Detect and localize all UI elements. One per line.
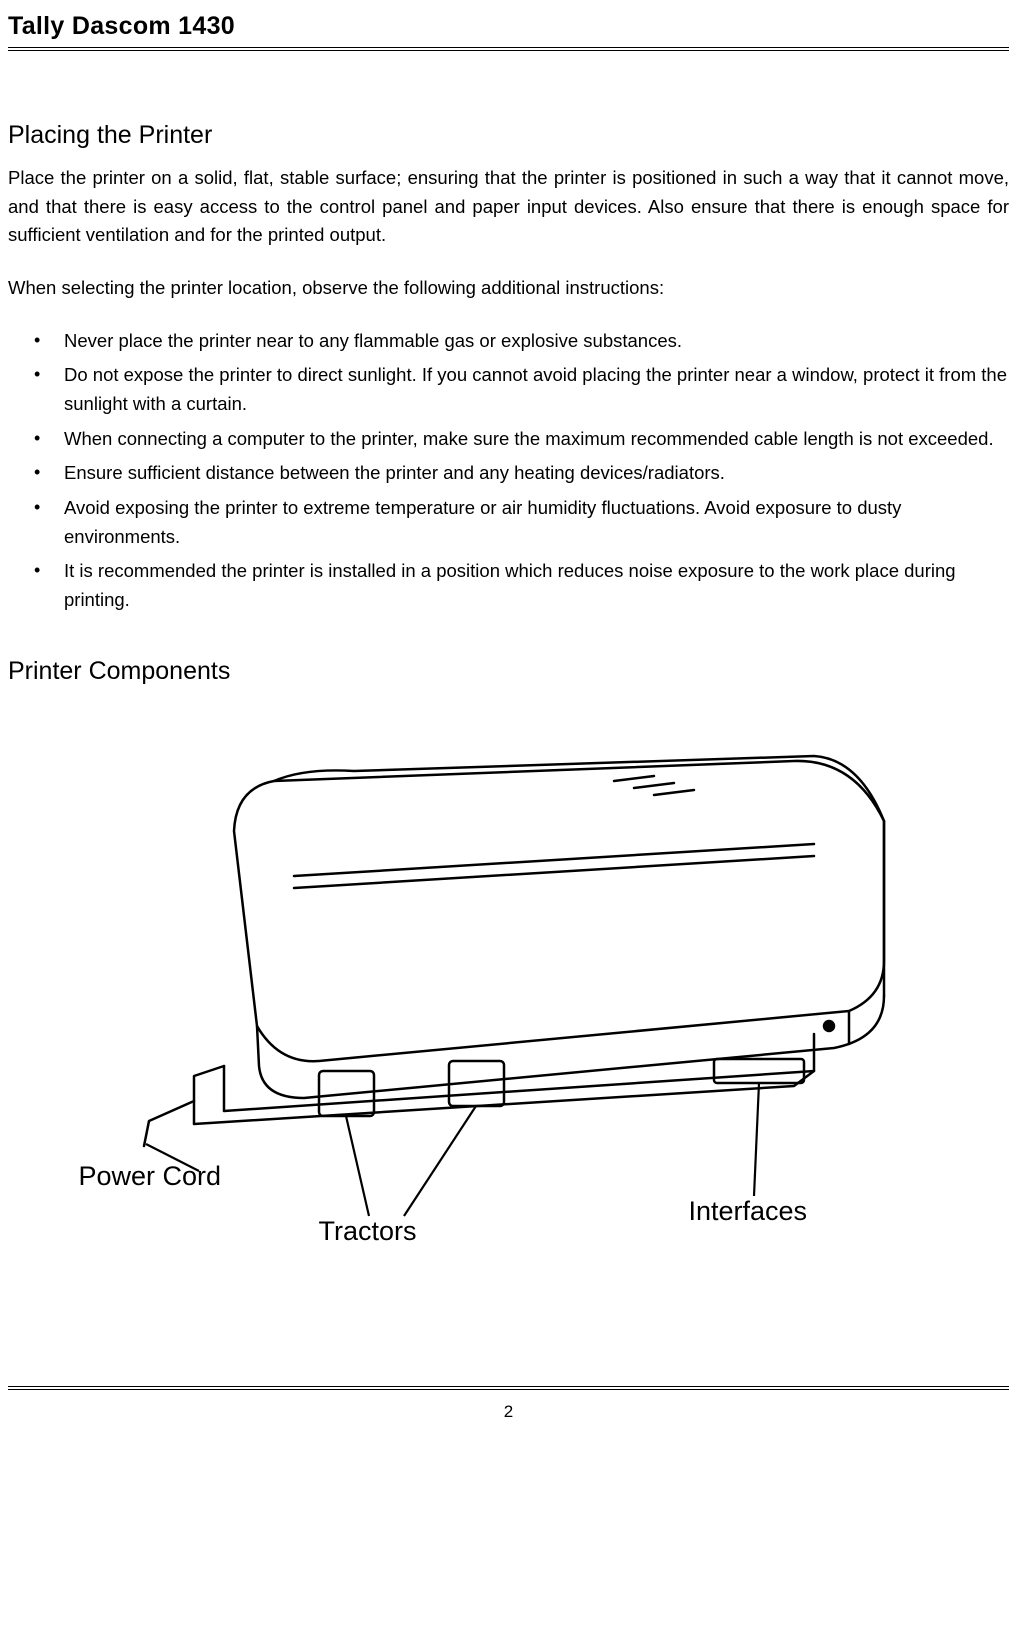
page-number: 2 [8,1390,1009,1422]
list-item: When connecting a computer to the printe… [34,425,1009,454]
placing-intro: When selecting the printer location, obs… [8,274,1009,303]
placing-bullet-list: Never place the printer near to any flam… [8,327,1009,615]
placing-paragraph: Place the printer on a solid, flat, stab… [8,164,1009,250]
label-power-cord: Power Cord [79,1161,222,1192]
list-item: Never place the printer near to any flam… [34,327,1009,356]
page-footer: 2 [8,1386,1009,1422]
page-content: Placing the Printer Place the printer on… [8,51,1009,1256]
list-item: It is recommended the printer is install… [34,557,1009,614]
printer-figure-wrap: Power Cord Tractors Interfaces [8,726,1009,1256]
placing-heading: Placing the Printer [8,121,1009,150]
page-header-title: Tally Dascom 1430 [8,12,1009,47]
list-item: Ensure sufficient distance between the p… [34,459,1009,488]
list-item: Avoid exposing the printer to extreme te… [34,494,1009,551]
printer-figure: Power Cord Tractors Interfaces [94,726,924,1256]
components-heading: Printer Components [8,657,1009,686]
label-tractors: Tractors [319,1216,417,1247]
list-item: Do not expose the printer to direct sunl… [34,361,1009,418]
label-interfaces: Interfaces [689,1196,808,1227]
